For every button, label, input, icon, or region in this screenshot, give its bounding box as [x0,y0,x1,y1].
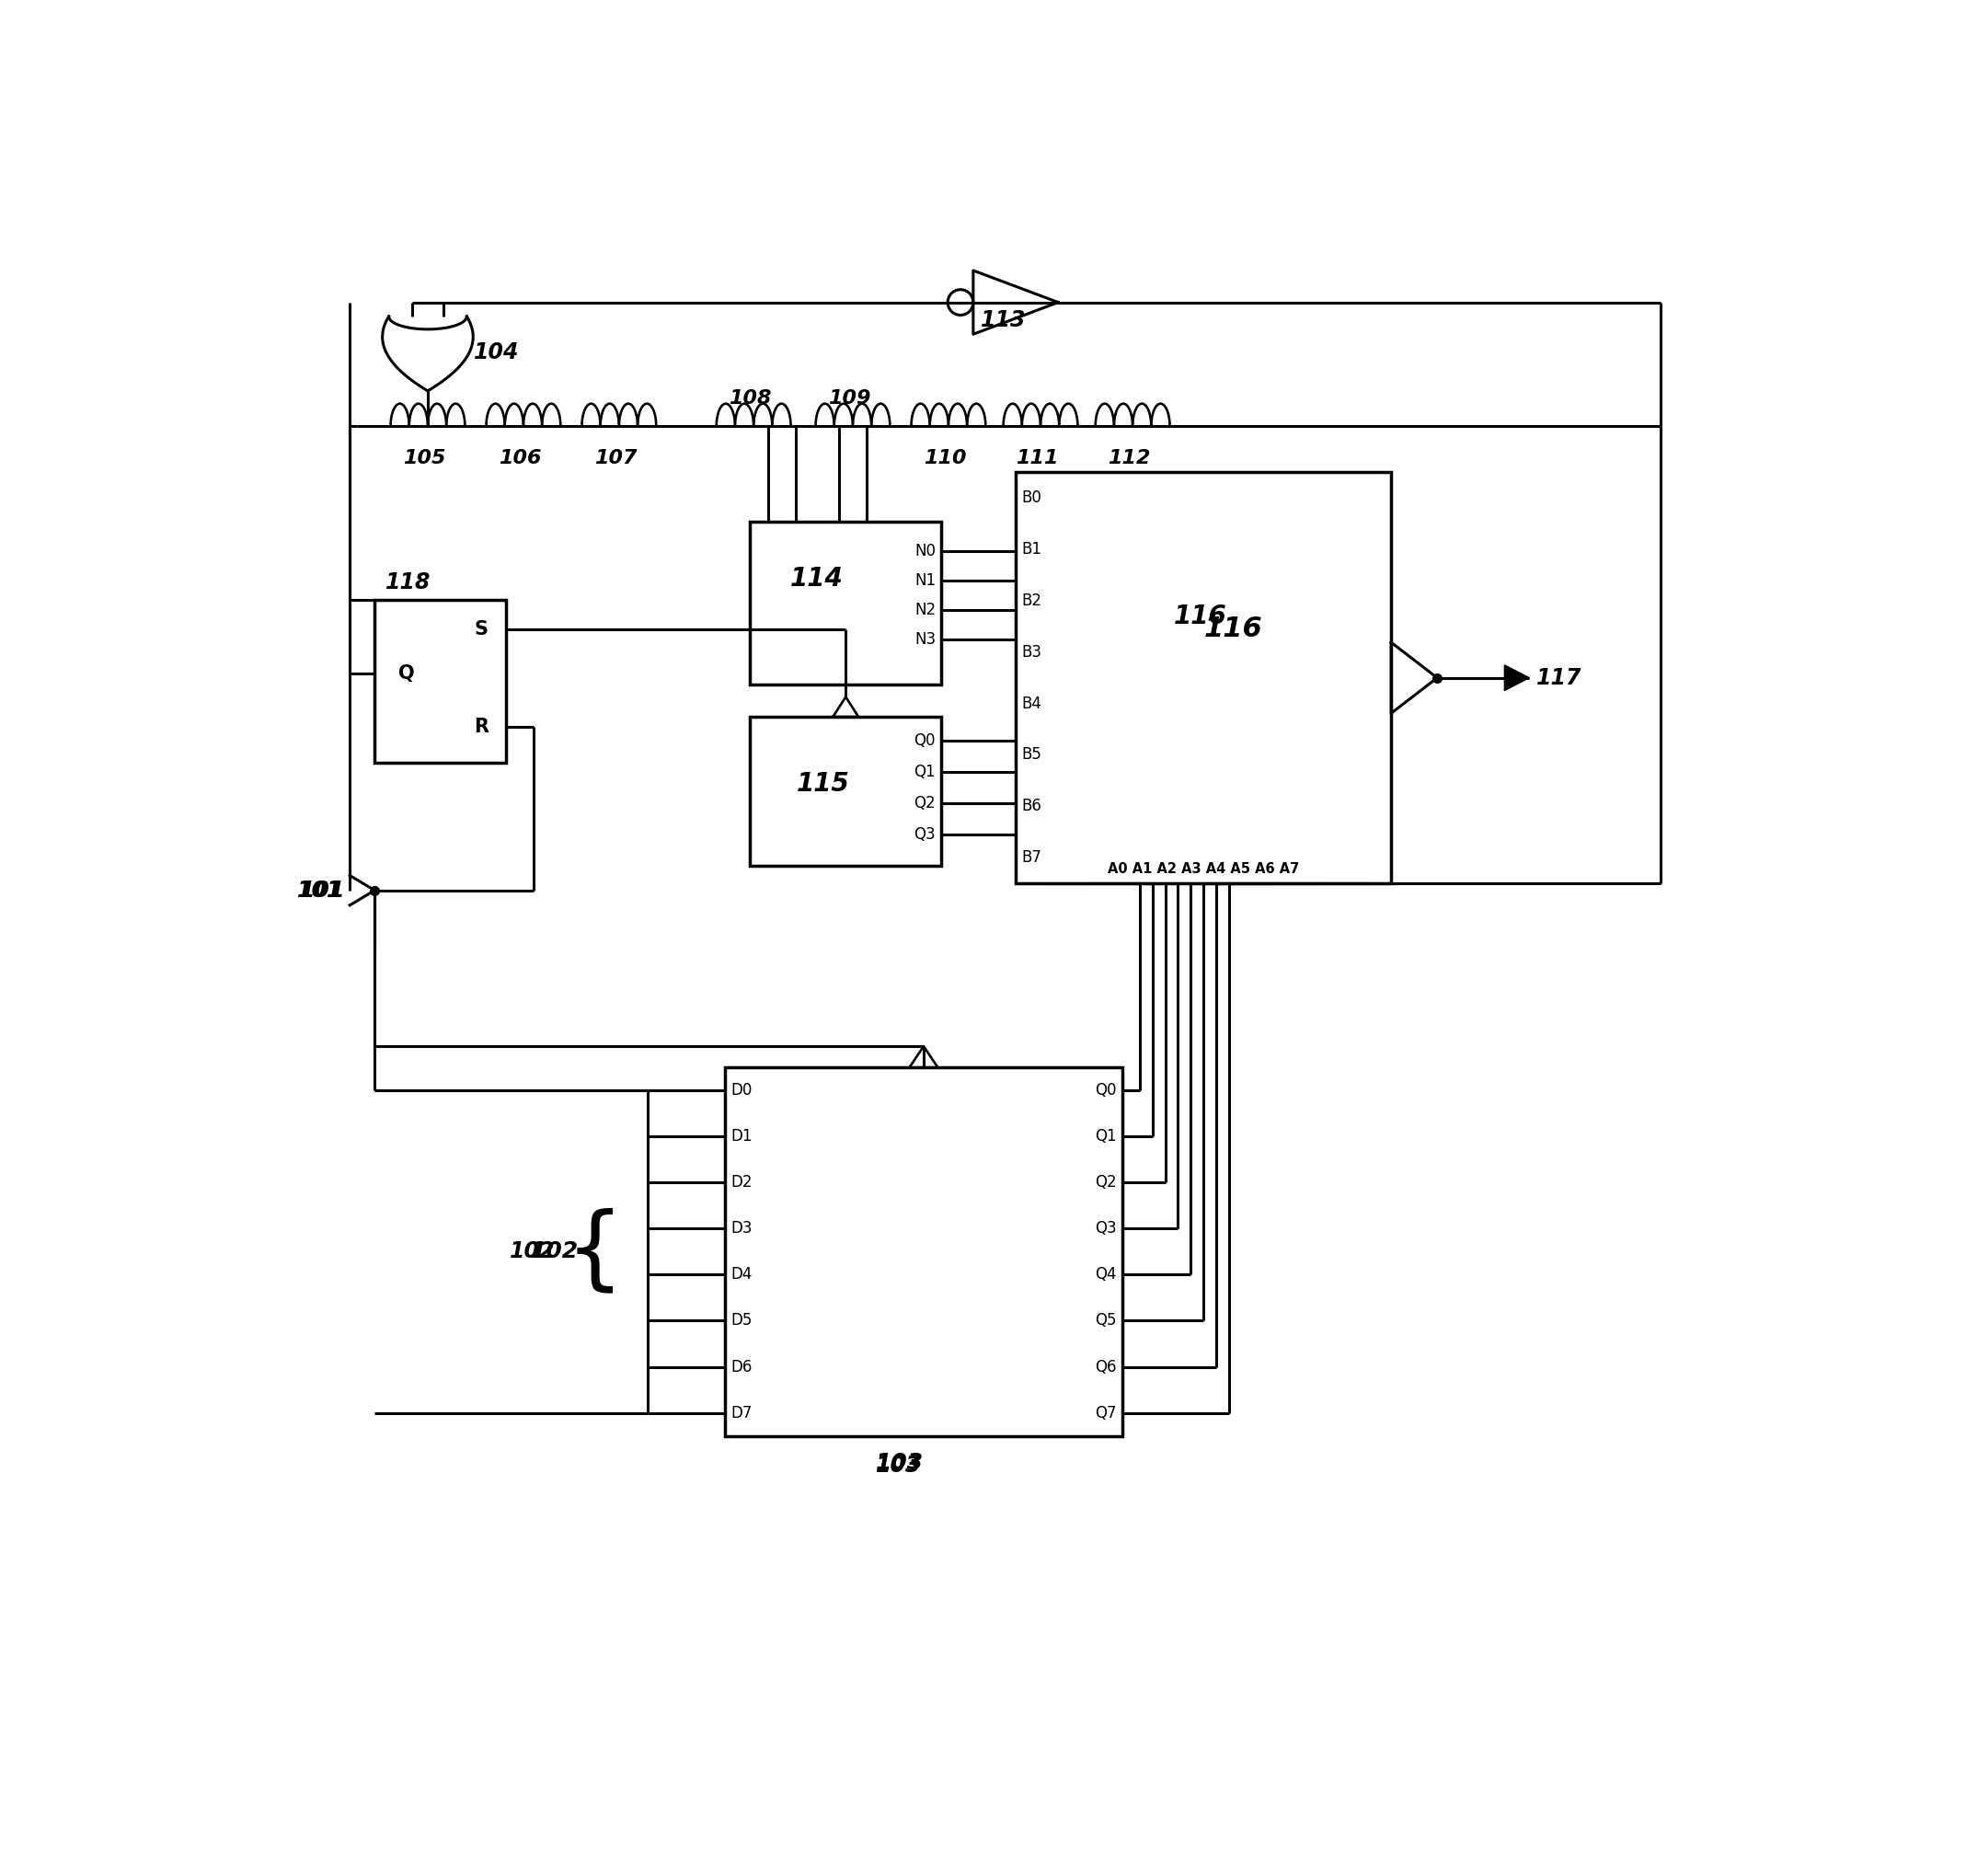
Text: 112: 112 [1107,448,1150,467]
Text: B5: B5 [1022,747,1042,764]
Text: N3: N3 [914,630,936,647]
Text: Q1: Q1 [1095,1127,1117,1144]
Text: S: S [474,619,488,638]
Text: D5: D5 [731,1313,753,1328]
Text: {: { [564,1206,623,1296]
Text: D7: D7 [731,1405,753,1422]
Text: Q0: Q0 [1095,1082,1117,1099]
Text: 115: 115 [796,771,849,797]
Text: 108: 108 [729,388,771,407]
Text: 101: 101 [297,880,342,900]
Text: Q: Q [399,664,415,683]
Text: 106: 106 [499,448,541,467]
Text: D6: D6 [731,1358,753,1375]
Text: 102: 102 [509,1240,554,1263]
Bar [751,522,942,685]
Text: 116: 116 [1174,604,1227,628]
Text: 111: 111 [1016,448,1058,467]
Text: Q6: Q6 [1095,1358,1117,1375]
Bar [1016,473,1392,884]
Text: D4: D4 [731,1266,753,1283]
Text: Q4: Q4 [1095,1266,1117,1283]
Text: D2: D2 [731,1174,753,1191]
Text: Q2: Q2 [1095,1174,1117,1191]
Text: 101: 101 [301,880,346,900]
Text: 109: 109 [828,388,871,407]
Text: 105: 105 [403,448,446,467]
Text: 116: 116 [1203,615,1262,642]
Text: 103: 103 [877,1454,922,1476]
Text: 113: 113 [981,310,1026,330]
Bar [751,717,942,865]
Text: 118: 118 [385,570,431,593]
Text: 117: 117 [1535,666,1583,688]
Text: 114: 114 [790,567,843,591]
Text: D1: D1 [731,1127,753,1144]
Text: B2: B2 [1022,593,1042,610]
Text: 110: 110 [924,448,967,467]
Text: Q1: Q1 [914,764,936,780]
Text: B0: B0 [1022,490,1042,507]
Text: N2: N2 [914,602,936,619]
Text: Q3: Q3 [914,825,936,842]
Text: D3: D3 [731,1221,753,1236]
Text: Q7: Q7 [1095,1405,1117,1422]
Text: 102: 102 [531,1240,578,1263]
Text: Q2: Q2 [914,795,936,810]
Text: N1: N1 [914,572,936,589]
Text: B7: B7 [1022,850,1042,867]
Text: 107: 107 [594,448,637,467]
Text: B1: B1 [1022,540,1042,557]
Text: Q3: Q3 [1095,1221,1117,1236]
Text: 104: 104 [474,341,519,362]
Text: 103: 103 [877,1452,924,1475]
Bar [725,1067,1123,1435]
Text: A0 A1 A2 A3 A4 A5 A6 A7: A0 A1 A2 A3 A4 A5 A6 A7 [1107,863,1300,876]
Text: B6: B6 [1022,797,1042,814]
Text: Q0: Q0 [914,732,936,749]
Polygon shape [1504,666,1530,690]
Bar [376,600,505,764]
Text: Q5: Q5 [1095,1313,1117,1328]
Text: N0: N0 [914,542,936,559]
Text: B3: B3 [1022,643,1042,660]
Text: D0: D0 [731,1082,753,1099]
Text: R: R [474,719,488,735]
Text: B4: B4 [1022,696,1042,711]
